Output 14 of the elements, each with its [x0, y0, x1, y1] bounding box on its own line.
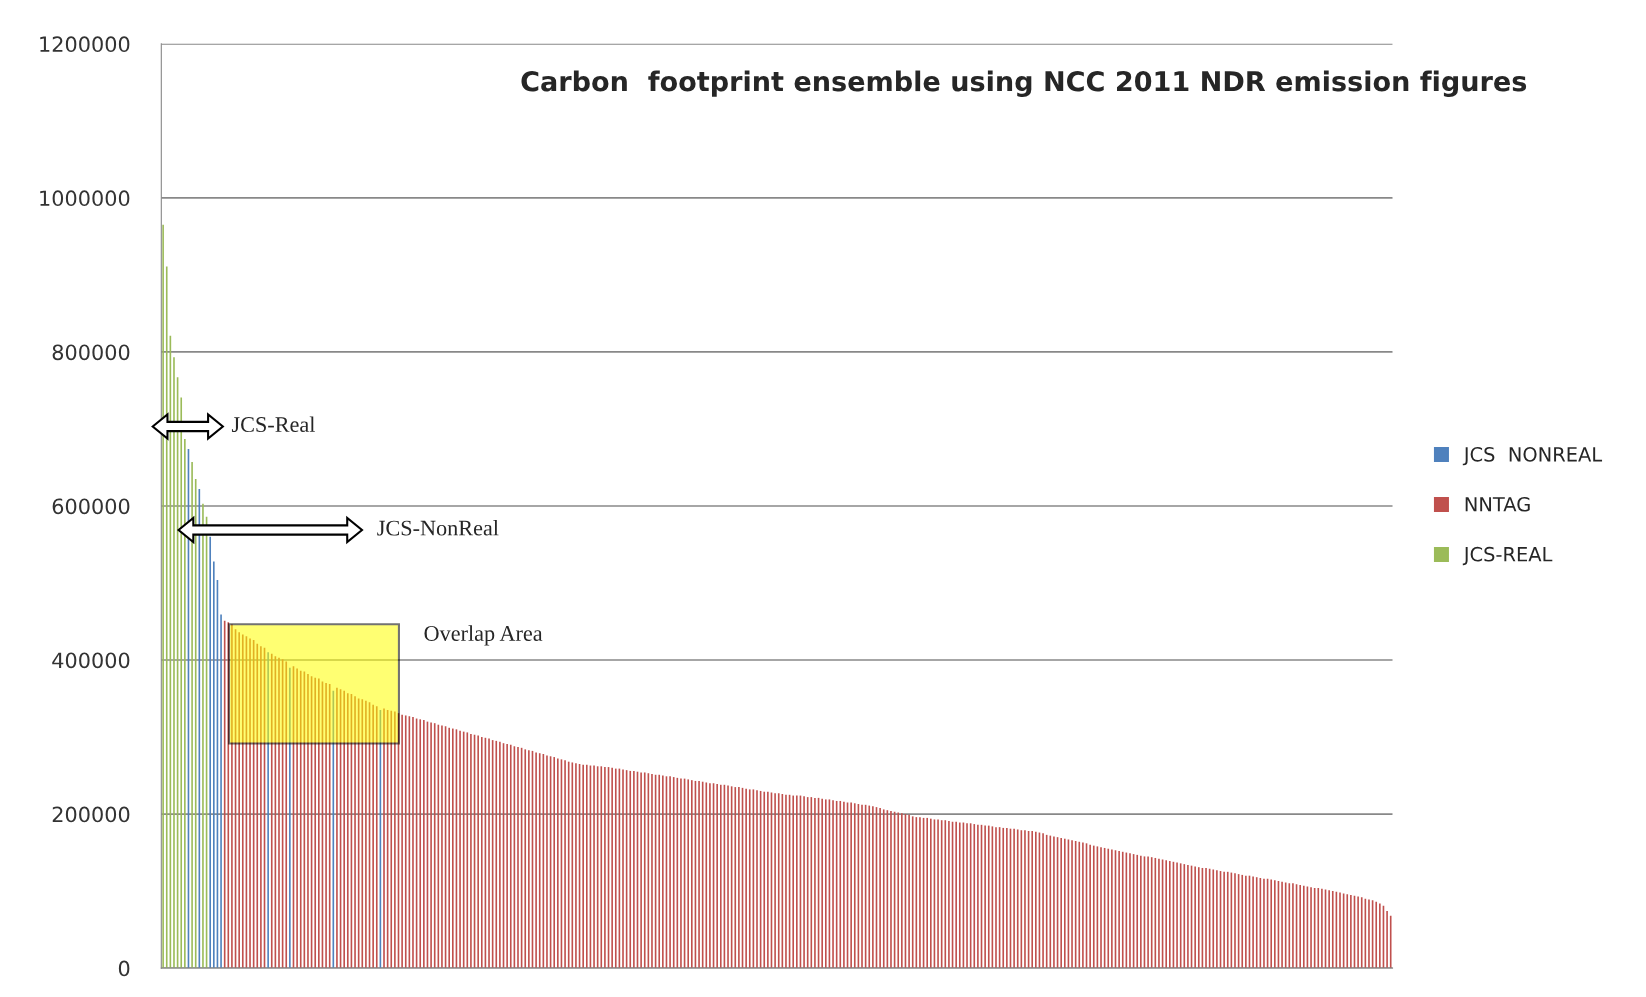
legend-label: NNTAG: [1465, 496, 1530, 512]
y-tick-label: 0: [118, 960, 130, 977]
legend-label: JCS-REAL: [1462, 546, 1553, 566]
text: Carbon footprint ensemble using NCC 2011 NDR emission figures: [521, 70, 1527, 97]
y-tick-label: 1200000: [40, 36, 130, 53]
legend-label: JCS NONREAL: [1462, 446, 1603, 466]
annotation: Overlap Area: [424, 625, 543, 646]
y-tick-label: 200000: [52, 806, 130, 823]
y-tick-label: 600000: [52, 498, 130, 515]
y-tick-label: 1000000: [40, 190, 130, 207]
annotation: JCS-NonReal: [377, 519, 499, 536]
y-tick-label: 800000: [52, 344, 130, 361]
y-tick-label: 400000: [52, 652, 130, 669]
annotation: JCS-Real: [231, 416, 315, 433]
